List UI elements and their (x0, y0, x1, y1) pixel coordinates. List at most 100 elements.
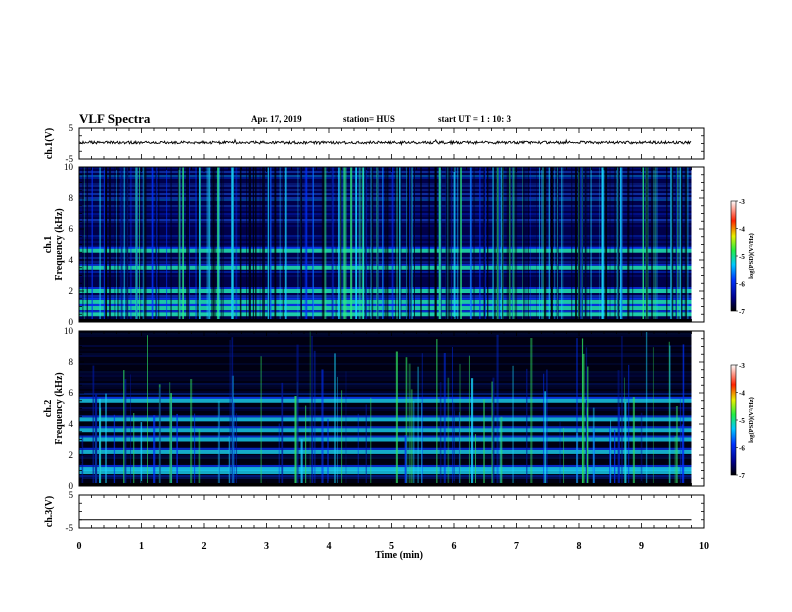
sferic-burst (453, 402, 455, 486)
sferic-burst (582, 353, 585, 486)
sferic-burst (260, 356, 262, 486)
sferic-burst (538, 167, 540, 322)
x-tick-label: 7 (514, 541, 519, 552)
sferic-burst (592, 407, 595, 486)
sferic-burst (605, 167, 608, 322)
spectrogram-row (79, 235, 692, 237)
sferic-burst (459, 167, 462, 322)
spectrogram-row (79, 207, 692, 209)
sferic-burst (404, 435, 407, 486)
emission-band-halo (79, 304, 692, 307)
sferic-burst (186, 167, 187, 322)
sferic-burst (470, 167, 472, 322)
y-axis-label: ch.3(V) (44, 496, 55, 527)
sferic-burst (441, 167, 442, 322)
x-tick-label: 2 (202, 541, 207, 552)
sferic-burst (312, 425, 314, 486)
sferic-burst (410, 167, 412, 322)
sferic-burst (530, 167, 531, 322)
sferic-burst (409, 167, 411, 322)
start-time-label: start UT = 1 : 10: 3 (438, 114, 511, 124)
sferic-burst (228, 436, 231, 486)
sferic-burst (130, 374, 132, 486)
emission-band-halo (79, 287, 692, 289)
emission-band-halo (79, 435, 692, 438)
sferic-burst (671, 167, 673, 322)
emission-band (79, 449, 692, 454)
emission-band (79, 312, 692, 317)
sferic-burst (231, 337, 234, 486)
sferic-burst (153, 415, 156, 486)
sferic-burst (459, 363, 461, 486)
spectrogram-background (79, 331, 692, 486)
y-tick-label: 8 (69, 193, 74, 203)
y-tick-label: -5 (66, 154, 74, 164)
sferic-burst (267, 167, 269, 322)
spectrogram-row (79, 455, 692, 457)
emission-band (79, 417, 692, 422)
sferic-burst (235, 413, 238, 486)
spectrogram-row (79, 213, 692, 215)
sferic-burst (198, 429, 201, 486)
sferic-burst (428, 167, 430, 322)
spectrogram-row (79, 363, 692, 365)
sferic-burst (362, 167, 365, 322)
emission-band (79, 398, 692, 403)
sferic-burst (487, 167, 489, 322)
y-tick-label: 5 (69, 123, 74, 133)
sferic-burst (609, 167, 611, 322)
sferic-burst (545, 167, 547, 322)
sferic-burst (675, 406, 678, 486)
emission-band-halo (79, 263, 692, 266)
sferic-burst (235, 167, 238, 322)
sferic-burst (542, 167, 544, 322)
spectrogram-row (79, 391, 692, 393)
y-tick-label: 10 (64, 326, 74, 336)
sferic-burst (220, 167, 222, 322)
sferic-burst (231, 167, 234, 322)
y-tick-label: 5 (69, 490, 74, 500)
sferic-burst (574, 167, 577, 322)
spectrogram-row (79, 241, 692, 243)
sferic-burst (610, 419, 612, 486)
sferic-burst (453, 167, 456, 322)
sferic-burst (170, 167, 172, 322)
sferic-burst (405, 357, 408, 486)
sferic-burst (479, 167, 481, 322)
sferic-burst (120, 167, 123, 322)
sferic-burst (592, 428, 595, 486)
sferic-burst (182, 167, 185, 322)
x-axis-label: Time (min) (375, 550, 423, 561)
spectrogram-row (79, 333, 692, 335)
emission-band (79, 466, 692, 471)
sferic-burst (427, 167, 429, 322)
sferic-burst (632, 167, 634, 322)
spectrogram-row (79, 271, 692, 273)
sferic-burst (440, 167, 442, 322)
sferic-burst (491, 381, 494, 486)
y-tick-label: 0 (69, 317, 74, 327)
sferic-burst (196, 167, 199, 322)
sferic-burst (557, 167, 558, 322)
spectrogram-row (79, 197, 692, 199)
sferic-burst (140, 422, 143, 486)
sferic-burst (386, 167, 389, 322)
sferic-burst (421, 402, 423, 486)
sferic-burst (492, 167, 494, 322)
spectrogram-row (79, 335, 692, 337)
sferic-burst (103, 167, 106, 322)
figure-title: VLF Spectra (79, 111, 151, 126)
sferic-burst (624, 402, 627, 486)
sferic-burst (140, 167, 142, 322)
sferic-burst (579, 167, 582, 322)
y-axis-label: Frequency (kHz) (54, 372, 65, 444)
sferic-burst (601, 167, 603, 322)
sferic-burst (355, 167, 358, 322)
sferic-burst (382, 167, 384, 322)
spectrogram-row (79, 377, 692, 379)
sferic-burst (364, 167, 367, 322)
sferic-burst (536, 167, 537, 322)
ch1-waveform (78, 138, 692, 146)
sferic-burst (421, 353, 423, 486)
spectrogram-row (79, 185, 692, 187)
